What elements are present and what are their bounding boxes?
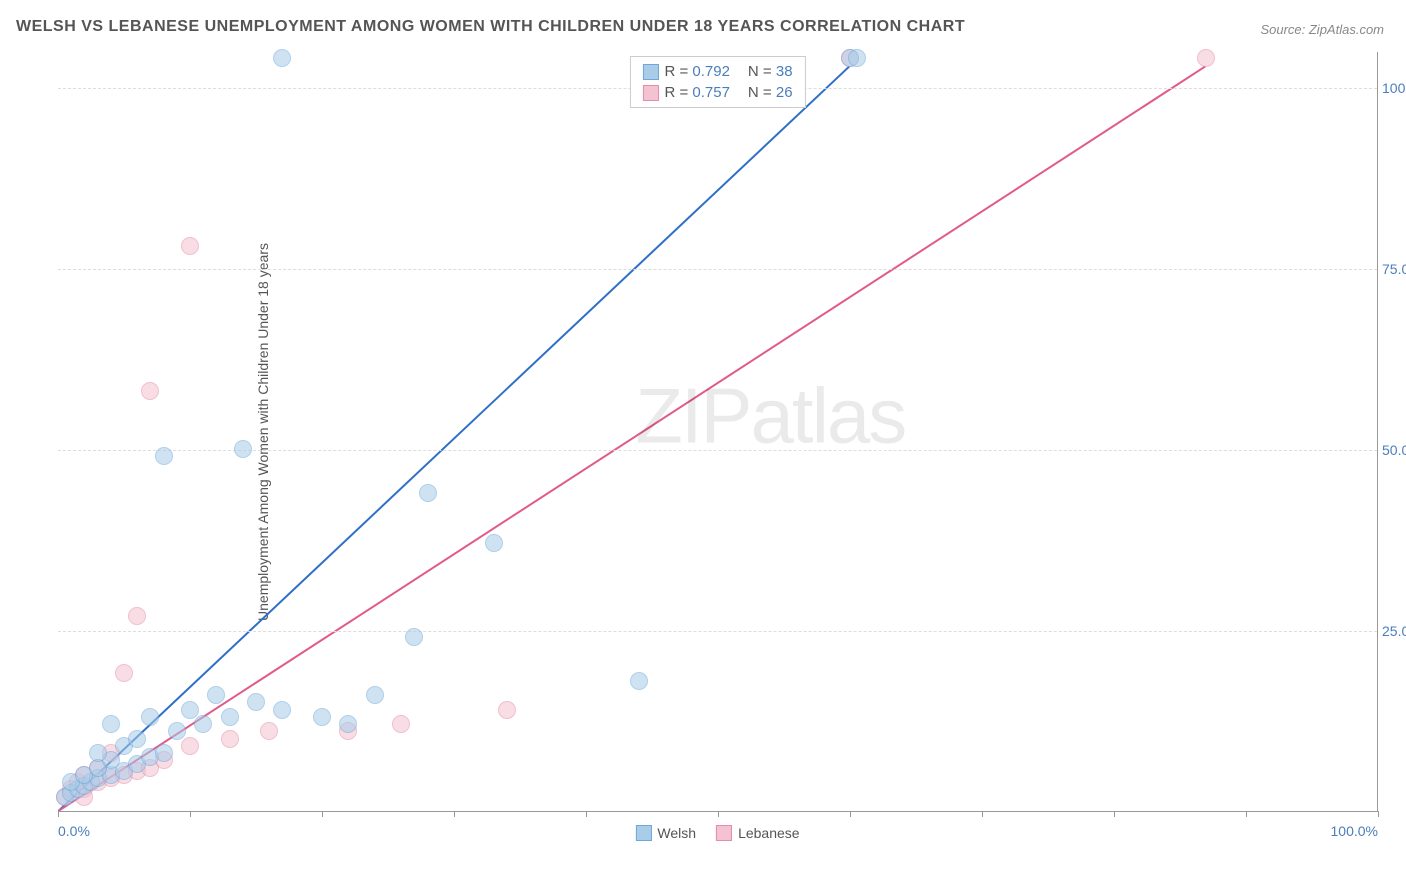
data-point-lebanese (141, 382, 159, 400)
gridline (58, 631, 1377, 632)
data-point-welsh (155, 447, 173, 465)
y-tick-label: 100.0% (1382, 80, 1406, 96)
legend-item: Welsh (635, 825, 696, 841)
data-point-welsh (313, 708, 331, 726)
data-point-welsh (207, 686, 225, 704)
plot-area: Unemployment Among Women with Children U… (58, 52, 1378, 812)
data-point-welsh (366, 686, 384, 704)
data-point-welsh (128, 730, 146, 748)
x-tick (1378, 811, 1379, 817)
data-point-welsh (405, 628, 423, 646)
legend-series: Welsh Lebanese (635, 825, 799, 841)
trendline-lebanese (58, 66, 1205, 811)
gridline (58, 450, 1377, 451)
data-point-lebanese (392, 715, 410, 733)
legend-swatch (642, 85, 658, 101)
legend-swatch (635, 825, 651, 841)
data-point-welsh (247, 693, 265, 711)
data-point-welsh (630, 672, 648, 690)
data-point-lebanese (498, 701, 516, 719)
legend-n: N = 26 (748, 84, 793, 101)
data-point-welsh (89, 744, 107, 762)
x-tick (850, 811, 851, 817)
data-point-lebanese (115, 664, 133, 682)
source-attribution: Source: ZipAtlas.com (1260, 22, 1384, 37)
data-point-welsh (168, 722, 186, 740)
data-point-welsh (273, 49, 291, 67)
legend-stats-row: R = 0.757 N = 26 (642, 82, 792, 103)
legend-label: Lebanese (738, 825, 800, 841)
data-point-welsh (339, 715, 357, 733)
x-tick (1114, 811, 1115, 817)
y-tick-label: 50.0% (1382, 442, 1406, 458)
legend-item: Lebanese (716, 825, 800, 841)
y-tick-label: 75.0% (1382, 261, 1406, 277)
legend-swatch (642, 64, 658, 80)
data-point-lebanese (181, 237, 199, 255)
x-tick (322, 811, 323, 817)
x-tick (58, 811, 59, 817)
data-point-welsh (221, 708, 239, 726)
data-point-lebanese (128, 607, 146, 625)
x-tick (1246, 811, 1247, 817)
x-tick (190, 811, 191, 817)
data-point-welsh (141, 708, 159, 726)
data-point-welsh (419, 484, 437, 502)
y-axis-label: Unemployment Among Women with Children U… (255, 243, 271, 621)
data-point-welsh (848, 49, 866, 67)
watermark: ZIPatlas (635, 371, 905, 462)
data-point-lebanese (1197, 49, 1215, 67)
chart-title: WELSH VS LEBANESE UNEMPLOYMENT AMONG WOM… (16, 18, 965, 36)
x-tick (982, 811, 983, 817)
y-tick-label: 25.0% (1382, 623, 1406, 639)
data-point-lebanese (181, 737, 199, 755)
gridline (58, 269, 1377, 270)
legend-n: N = 38 (748, 63, 793, 80)
legend-r: R = 0.757 (664, 84, 729, 101)
data-point-welsh (485, 534, 503, 552)
x-tick (586, 811, 587, 817)
legend-swatch (716, 825, 732, 841)
x-tick-label: 0.0% (58, 823, 90, 839)
legend-stats: R = 0.792 N = 38 R = 0.757 N = 26 (629, 56, 805, 108)
data-point-welsh (194, 715, 212, 733)
data-point-welsh (181, 701, 199, 719)
x-tick (454, 811, 455, 817)
legend-stats-row: R = 0.792 N = 38 (642, 61, 792, 82)
data-point-welsh (273, 701, 291, 719)
data-point-lebanese (260, 722, 278, 740)
trendline-welsh (58, 66, 849, 811)
x-tick-label: 100.0% (1331, 823, 1378, 839)
x-tick (718, 811, 719, 817)
data-point-lebanese (221, 730, 239, 748)
legend-r: R = 0.792 (664, 63, 729, 80)
legend-label: Welsh (657, 825, 696, 841)
data-point-welsh (102, 715, 120, 733)
data-point-welsh (155, 744, 173, 762)
data-point-welsh (234, 440, 252, 458)
